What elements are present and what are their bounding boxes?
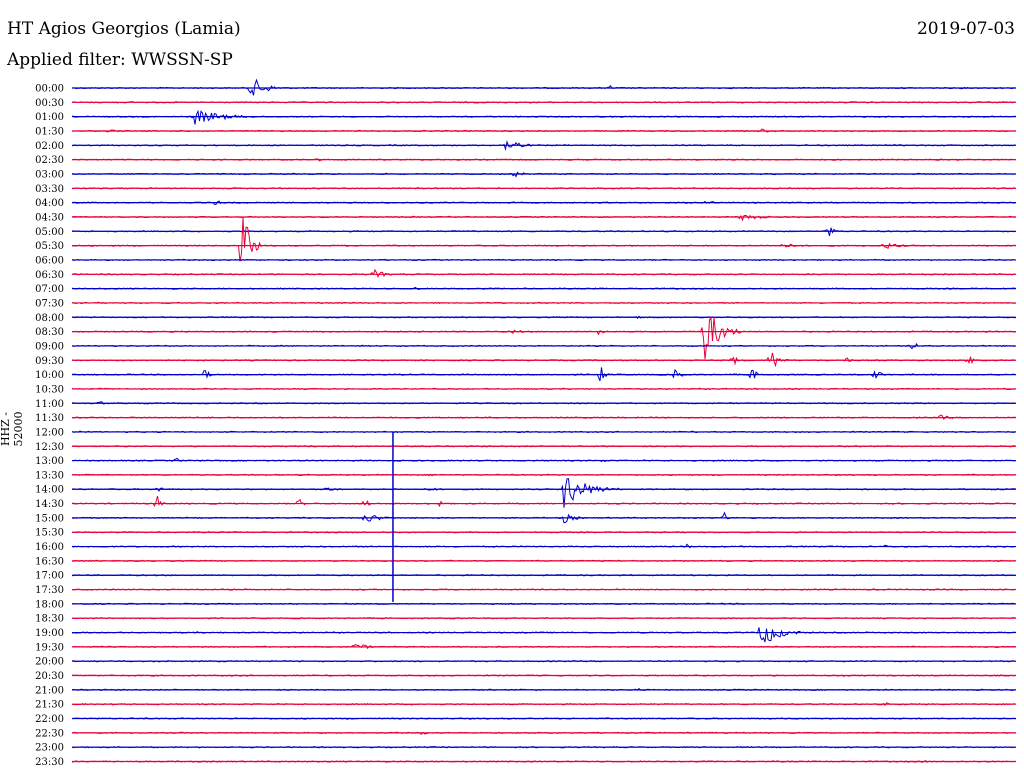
time-tick-label: 01:00 — [35, 112, 64, 123]
time-tick-label: 23:00 — [35, 743, 64, 754]
trace-row-0630 — [71, 268, 1016, 278]
time-tick-label: 00:30 — [35, 98, 64, 109]
time-tick-label: 04:00 — [35, 198, 64, 209]
time-tick-label: 04:30 — [35, 212, 64, 223]
time-tick-label: 19:30 — [35, 642, 64, 653]
time-tick-label: 09:00 — [35, 341, 64, 352]
time-tick-label: 15:00 — [35, 513, 64, 524]
time-tick-label: 03:00 — [35, 169, 64, 180]
time-tick-label: 21:00 — [35, 685, 64, 696]
filter-label: Applied filter: WWSSN-SP — [7, 50, 233, 70]
time-tick-label: 23:30 — [35, 757, 64, 768]
time-tick-label: 01:30 — [35, 126, 64, 137]
time-tick-label: 06:00 — [35, 255, 64, 266]
time-tick-label: 02:00 — [35, 141, 64, 152]
trace-row-0930 — [71, 352, 1016, 368]
time-tick-label: 07:30 — [35, 298, 64, 309]
time-tick-label: 17:00 — [35, 571, 64, 582]
time-tick-label: 16:30 — [35, 556, 64, 567]
time-tick-label: 22:30 — [35, 728, 64, 739]
station-title: HT Agios Georgios (Lamia) — [7, 19, 241, 39]
time-tick-label: 03:30 — [35, 184, 64, 195]
time-tick-label: 14:00 — [35, 485, 64, 496]
time-tick-label: 20:30 — [35, 671, 64, 682]
time-tick-label: 08:30 — [35, 327, 64, 338]
time-ticks: 00:00 00:30 01:00 01:30 02:00 02:30 03:00 03:30… — [35, 84, 64, 769]
time-tick-label: 12:00 — [35, 427, 64, 438]
record-date: 2019-07-03 — [916, 19, 1015, 39]
time-tick-label: 10:00 — [35, 370, 64, 381]
time-tick-label: 11:30 — [35, 413, 64, 424]
time-tick-label: 05:00 — [35, 227, 64, 238]
time-tick-label: 17:30 — [35, 585, 64, 596]
trace-row-0430 — [71, 214, 1016, 222]
time-tick-label: 22:00 — [35, 714, 64, 725]
time-tick-label: 11:00 — [35, 399, 64, 410]
trace-row-0530 — [71, 217, 1016, 262]
time-tick-label: 02:30 — [35, 155, 64, 166]
time-tick-label: 14:30 — [35, 499, 64, 510]
time-tick-label: 15:30 — [35, 528, 64, 539]
time-tick-label: 05:30 — [35, 241, 64, 252]
time-tick-label: 19:00 — [35, 628, 64, 639]
time-tick-label: 18:30 — [35, 614, 64, 625]
time-tick-label: 00:00 — [35, 84, 64, 95]
trace-row-0830 — [71, 316, 1016, 360]
trace-row-1430 — [71, 495, 1016, 508]
time-tick-label: 09:30 — [35, 356, 64, 367]
time-tick-label: 13:30 — [35, 470, 64, 481]
time-tick-label: 08:00 — [35, 313, 64, 324]
trace-lines — [71, 78, 1016, 763]
time-tick-label: 07:00 — [35, 284, 64, 295]
time-tick-label: 21:30 — [35, 700, 64, 711]
trace-row-0100 — [71, 109, 1016, 125]
time-tick-label: 10:30 — [35, 384, 64, 395]
time-tick-label: 18:00 — [35, 599, 64, 610]
trace-row-1900 — [71, 627, 1016, 643]
time-tick-label: 16:00 — [35, 542, 64, 553]
time-tick-label: 06:30 — [35, 270, 64, 281]
time-tick-label: 12:30 — [35, 442, 64, 453]
time-tick-label: 20:00 — [35, 657, 64, 668]
time-tick-label: 13:00 — [35, 456, 64, 467]
